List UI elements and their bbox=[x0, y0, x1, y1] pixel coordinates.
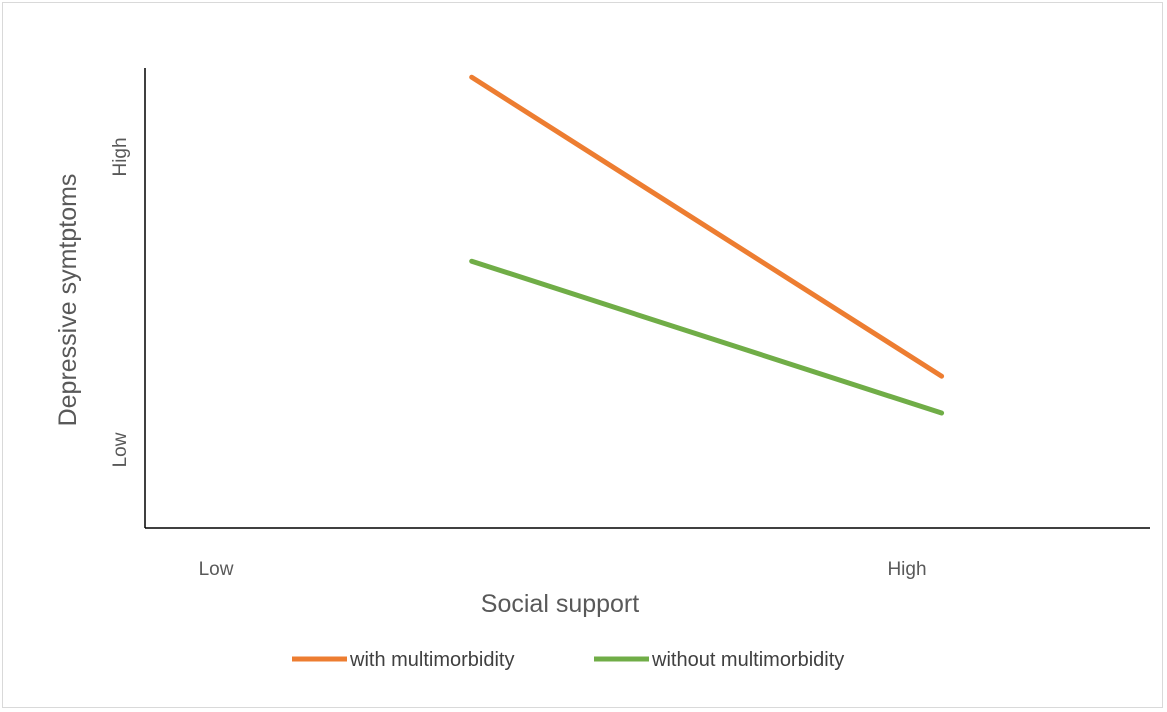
series-layer bbox=[469, 74, 945, 416]
y-axis-title: Depressive symtptoms bbox=[54, 174, 82, 427]
y-tick-label-low: Low bbox=[110, 432, 131, 467]
series-line-with-multimorbidity bbox=[469, 74, 945, 379]
x-tick-label-low: Low bbox=[199, 559, 234, 580]
legend-label-with-multimorbidity: with multimorbidity bbox=[349, 649, 514, 671]
legend-label-without-multimorbidity: without multimorbidity bbox=[651, 649, 844, 671]
x-tick-label-high: High bbox=[887, 559, 926, 580]
y-tick-label-high: High bbox=[110, 137, 131, 176]
legend: with multimorbidity without multimorbidi… bbox=[292, 649, 844, 671]
series-line-without-multimorbidity bbox=[469, 258, 945, 416]
x-axis-title: Social support bbox=[481, 590, 639, 618]
